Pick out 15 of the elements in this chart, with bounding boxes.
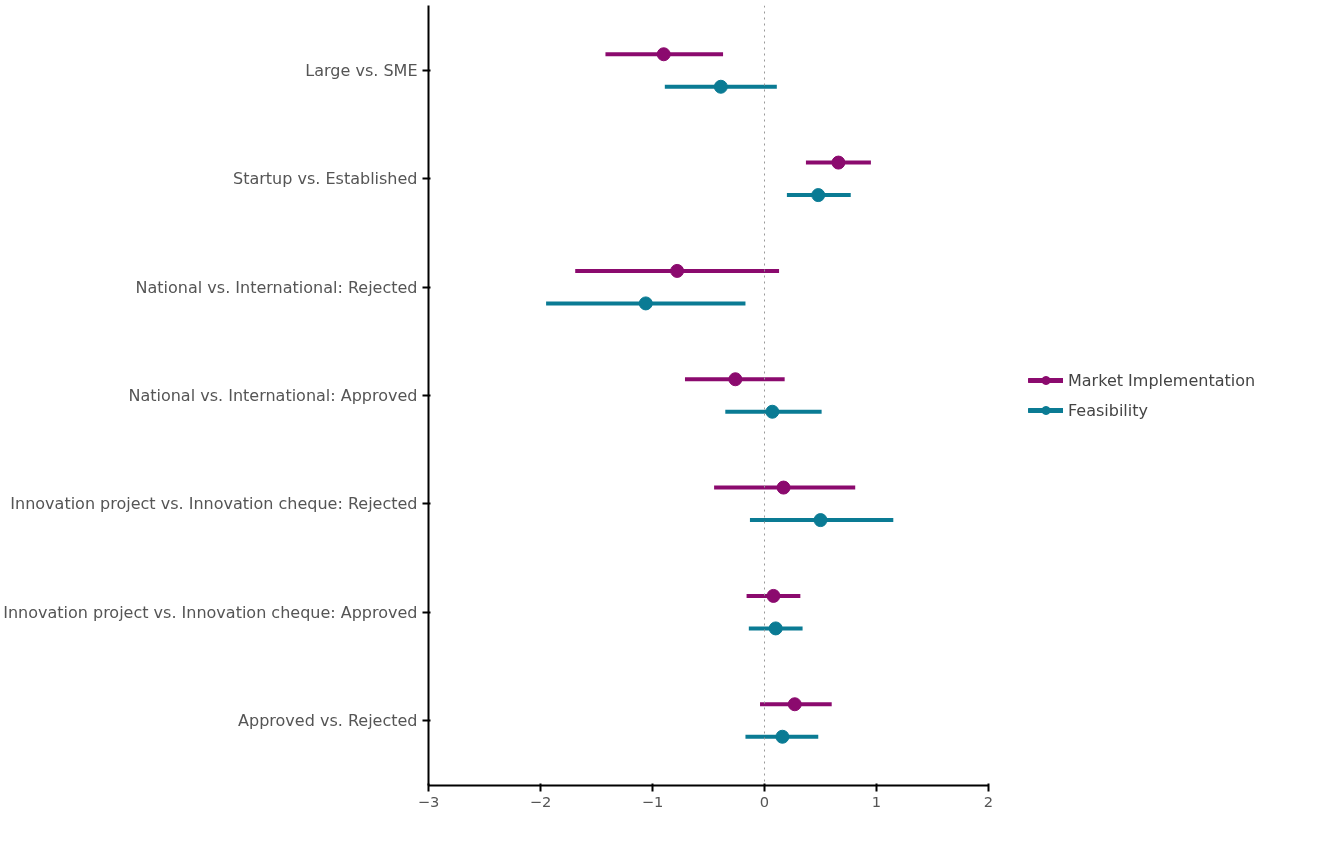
legend-label: Market Implementation	[1068, 370, 1256, 390]
x-tick-label: 1	[871, 792, 882, 810]
x-tick-label: −3	[417, 792, 440, 810]
y-tick-label: Approved vs. Rejected	[238, 711, 418, 730]
y-tick-label: Innovation project vs. Innovation cheque: Rejected	[10, 494, 418, 514]
legend-label: Feasibility	[1068, 400, 1148, 420]
y-tick-label: Innovation project vs. Innovation cheque: Approved	[3, 602, 418, 622]
x-tick-label: 2	[983, 792, 994, 810]
x-tick-label: −1	[641, 792, 664, 810]
x-tick-label: −2	[529, 792, 552, 810]
y-tick-label: Startup vs. Established	[233, 169, 418, 189]
y-tick-label: Large vs. SME	[305, 61, 418, 80]
x-tick-label: 0	[759, 792, 770, 810]
y-tick-label: National vs. International: Approved	[128, 386, 418, 405]
y-tick-label: National vs. International: Rejected	[135, 277, 418, 297]
